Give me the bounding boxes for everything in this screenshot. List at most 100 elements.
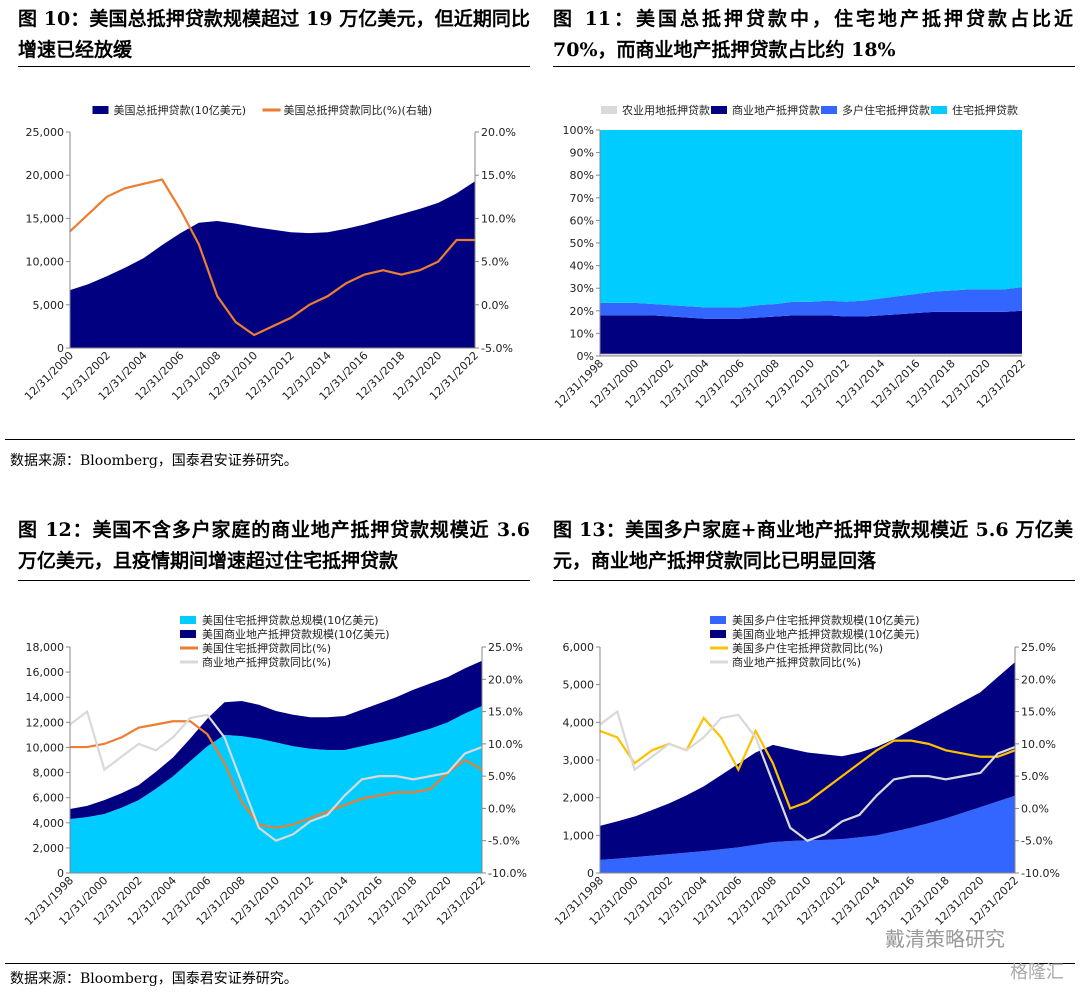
y2-tick-label: 20.0% [1021,673,1056,686]
watermark: 格隆汇 [1010,962,1064,983]
y-tick-label: 6,000 [33,792,65,805]
legend-swatch [711,106,727,114]
y-tick-label: 4,000 [563,716,595,729]
y-tick-label: 60% [570,214,594,227]
legend-label: 美国总抵押贷款同比(%)(右轴) [284,103,433,117]
y2-tick-label: -5.0% [488,835,520,848]
area [70,660,482,820]
area [600,353,1022,356]
watermark: 戴清策略研究 [885,927,1005,951]
y-tick-label: 6,000 [563,641,595,654]
rule [18,66,530,67]
y-tick-label: 10,000 [26,741,65,754]
area [600,130,1022,308]
y-tick-label: 40% [570,260,594,273]
rule [553,66,1075,67]
y-tick-label: 0 [57,867,64,880]
y-tick-label: 50% [570,237,594,250]
figure-caption: 图 11：美国总抵押贷款中，住宅地产抵押贷款占比近 70%，而商业地产抵押贷款占… [553,8,1073,61]
legend-swatch [931,106,947,114]
y-tick-label: 70% [570,192,594,205]
legend-label: 美国多户住宅抵押贷款规模(10亿美元) [732,613,920,627]
y2-tick-label: 0.0% [481,299,509,312]
y2-tick-label: 20.0% [488,673,523,686]
y-tick-label: 100% [563,124,594,137]
rule [553,580,1075,581]
legend-swatch [601,106,617,114]
y-tick-label: 0% [577,350,594,363]
area [600,795,1015,873]
area [70,181,475,348]
legend-swatch [710,616,726,624]
y2-tick-label: -10.0% [1021,867,1060,880]
y2-tick-label: 0.0% [1021,802,1049,815]
y-tick-label: 14,000 [26,691,65,704]
y-tick-label: 0 [57,342,64,355]
figure-caption: 图 10：美国总抵押贷款规模超过 19 万亿美元，但近期同比增速已经放缓 [18,8,530,61]
y-tick-label: 10,000 [26,256,65,269]
y2-tick-label: 10.0% [481,212,516,225]
legend-swatch [92,106,109,114]
y2-tick-label: -5.0% [481,342,513,355]
y-tick-label: 2,000 [33,842,65,855]
area [70,706,482,873]
y-tick-label: 20,000 [26,169,65,182]
source: 数据来源：Bloomberg，国泰君安证券研究。 [10,453,298,469]
y2-tick-label: 0.0% [488,802,516,815]
y-tick-label: 18,000 [26,641,65,654]
y-tick-label: 90% [570,147,594,160]
y-tick-label: 5,000 [33,299,65,312]
y2-tick-label: 15.0% [488,706,523,719]
legend-label: 美国总抵押贷款(10亿美元) [114,103,247,117]
y-tick-label: 12,000 [26,716,65,729]
area [600,662,1015,860]
y-tick-label: 1,000 [563,829,595,842]
y2-tick-label: 15.0% [1021,706,1056,719]
legend-label: 美国多户住宅抵押贷款同比(%) [732,641,883,655]
y2-tick-label: 5.0% [481,256,509,269]
legend-label: 商业地产抵押贷款 [732,103,820,117]
y-tick-label: 80% [570,169,594,182]
y2-tick-label: 10.0% [1021,738,1056,751]
y2-tick-label: 5.0% [1021,770,1049,783]
legend-swatch [821,106,837,114]
legend-label: 商业地产抵押贷款同比(%) [202,655,331,669]
y-tick-label: 30% [570,282,594,295]
legend-swatch [180,630,196,638]
legend-label: 美国住宅抵押贷款同比(%) [202,641,331,655]
legend-label: 住宅抵押贷款 [952,103,1018,117]
y-tick-label: 20% [570,305,594,318]
legend-label: 多户住宅抵押贷款 [842,103,930,117]
figure-caption: 图 12：美国不含多户家庭的商业地产抵押贷款规模近 3.6 万亿美元，且疫情期间… [18,519,530,572]
legend-label: 美国商业地产抵押贷款规模(10亿美元) [202,627,390,641]
line [69,709,483,842]
y-tick-label: 25,000 [26,126,65,139]
line [599,709,1016,842]
y-tick-label: 4,000 [33,817,65,830]
area [600,287,1022,319]
y-tick-label: 16,000 [26,666,65,679]
y-tick-label: 15,000 [26,212,65,225]
rule [18,580,530,581]
y-tick-label: 5,000 [563,679,595,692]
y2-tick-label: -5.0% [1021,835,1053,848]
y2-tick-label: 10.0% [488,738,523,751]
y-tick-label: 0 [587,867,594,880]
legend-label: 美国商业地产抵押贷款规模(10亿美元) [732,627,920,641]
y2-tick-label: 20.0% [481,126,516,139]
area [600,310,1022,354]
y-tick-label: 10% [570,327,594,340]
y2-tick-label: 25.0% [1021,641,1056,654]
y-tick-label: 3,000 [563,754,595,767]
y-tick-label: 2,000 [563,792,595,805]
line [70,720,483,829]
legend-label: 农业用地抵押贷款 [622,103,710,117]
figure-caption: 图 13：美国多户家庭+商业地产抵押贷款规模近 5.6 万亿美元，商业地产抵押贷… [553,519,1073,572]
legend-label: 商业地产抵押贷款同比(%) [732,655,861,669]
y2-tick-label: 5.0% [488,770,516,783]
line [69,178,475,337]
y2-tick-label: 15.0% [481,169,516,182]
legend-label: 美国住宅抵押贷款总规模(10亿美元) [202,613,379,627]
